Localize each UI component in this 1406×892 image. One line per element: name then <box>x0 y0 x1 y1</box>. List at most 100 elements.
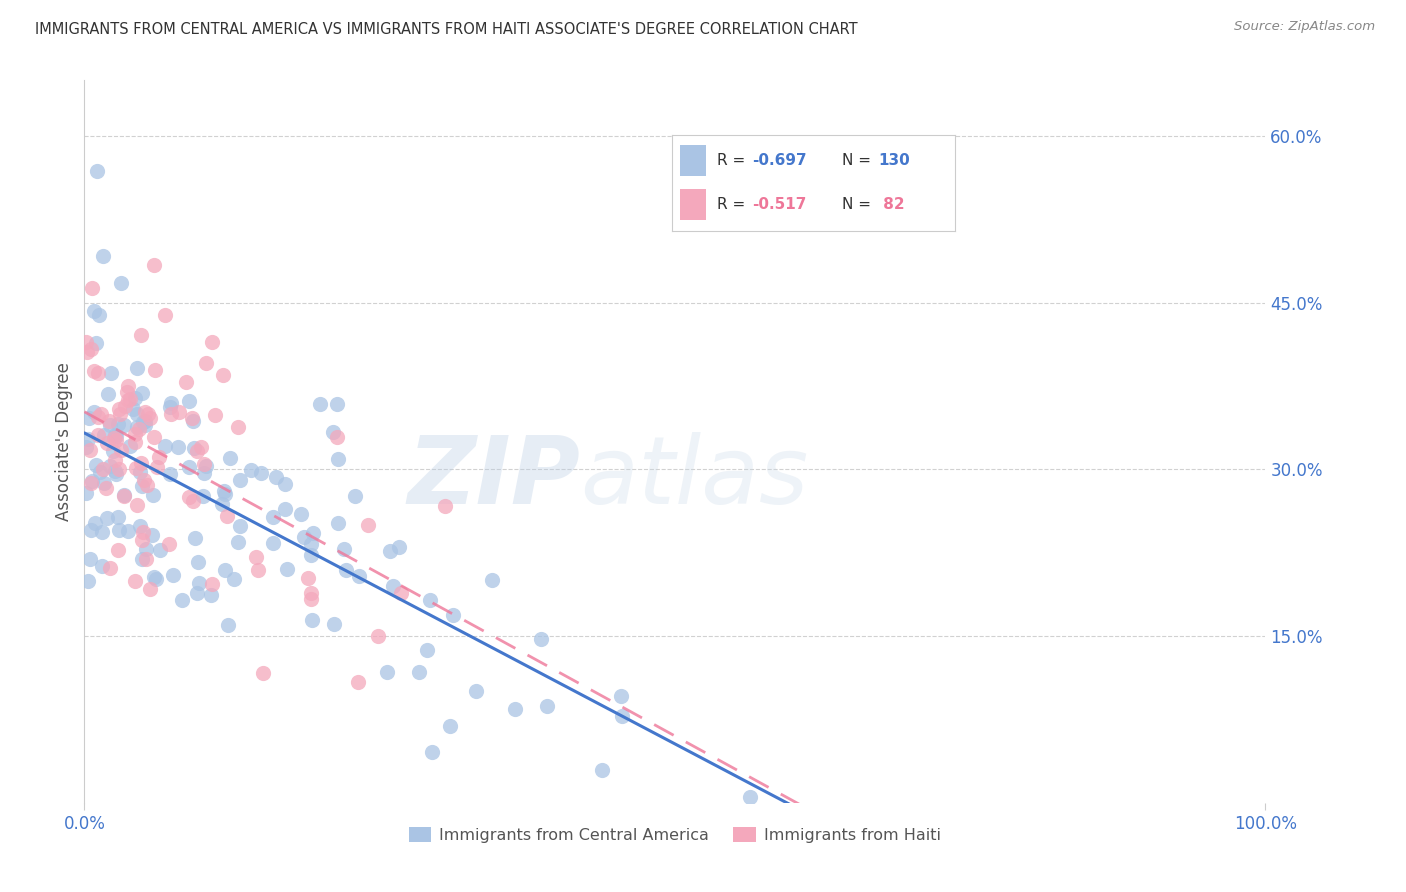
Point <box>301 585 323 599</box>
Point <box>80 476 103 491</box>
Point <box>125 420 148 434</box>
Point <box>105 434 128 448</box>
Point <box>228 473 250 487</box>
Point <box>169 405 191 419</box>
Point <box>108 462 131 476</box>
Point <box>129 327 152 342</box>
Point <box>591 763 613 777</box>
Point <box>143 258 166 272</box>
Point <box>218 451 240 466</box>
Point <box>83 303 105 318</box>
Point <box>262 535 284 549</box>
Point <box>536 699 558 714</box>
Point <box>276 561 298 575</box>
Point <box>104 453 127 467</box>
Point <box>104 428 127 442</box>
Point <box>153 308 176 322</box>
Point <box>200 588 222 602</box>
Point <box>100 367 122 381</box>
Point <box>139 582 162 596</box>
Point <box>217 618 239 632</box>
Point <box>356 517 378 532</box>
Point <box>378 544 401 558</box>
Point <box>292 531 315 545</box>
Legend: Immigrants from Central America, Immigrants from Haiti: Immigrants from Central America, Immigra… <box>402 820 948 849</box>
Text: -0.697: -0.697 <box>752 153 807 168</box>
Point <box>302 525 325 540</box>
Point <box>187 576 209 591</box>
Point <box>183 414 205 428</box>
Text: ZIP: ZIP <box>408 432 581 524</box>
Point <box>118 392 141 406</box>
Point <box>204 409 226 423</box>
Point <box>98 561 121 575</box>
Point <box>326 430 349 444</box>
Point <box>250 466 273 480</box>
Point <box>75 335 97 350</box>
Point <box>375 665 398 680</box>
Point <box>181 494 204 508</box>
Text: -0.517: -0.517 <box>752 197 807 212</box>
Point <box>112 417 135 432</box>
Point <box>416 643 439 657</box>
Point <box>612 709 634 723</box>
Bar <box>681 145 706 176</box>
Point <box>93 476 115 491</box>
Point <box>146 459 169 474</box>
Point <box>80 474 103 488</box>
Text: N =: N = <box>842 153 876 168</box>
Point <box>333 541 356 556</box>
Point <box>89 466 111 480</box>
Point <box>214 487 236 501</box>
Point <box>112 489 135 503</box>
Point <box>91 461 114 475</box>
Point <box>131 552 153 566</box>
Point <box>77 411 100 425</box>
Point <box>186 586 208 600</box>
Point <box>309 397 332 411</box>
Point <box>105 467 128 482</box>
Point <box>228 535 250 549</box>
Point <box>224 572 246 586</box>
Point <box>80 524 103 538</box>
Point <box>190 441 212 455</box>
Point <box>211 497 233 511</box>
Point <box>274 476 297 491</box>
Text: R =: R = <box>717 153 749 168</box>
Point <box>129 518 152 533</box>
Point <box>245 549 267 564</box>
Point <box>107 510 129 524</box>
Point <box>83 405 105 419</box>
Point <box>174 375 197 389</box>
Text: IMMIGRANTS FROM CENTRAL AMERICA VS IMMIGRANTS FROM HAITI ASSOCIATE'S DEGREE CORR: IMMIGRANTS FROM CENTRAL AMERICA VS IMMIG… <box>35 22 858 37</box>
Point <box>110 276 132 290</box>
Point <box>107 542 129 557</box>
Point <box>84 458 107 472</box>
Point <box>108 407 131 421</box>
Point <box>382 579 405 593</box>
Point <box>274 502 297 516</box>
Point <box>124 391 146 405</box>
Point <box>193 489 215 503</box>
Point <box>132 473 155 487</box>
Point <box>91 559 114 574</box>
Point <box>441 608 464 623</box>
Point <box>131 533 153 548</box>
Point <box>117 379 139 393</box>
Point <box>297 571 319 585</box>
Point <box>79 442 101 457</box>
Point <box>132 524 155 539</box>
Point <box>326 516 349 531</box>
Point <box>75 441 97 455</box>
Point <box>77 432 100 446</box>
Point <box>134 417 156 432</box>
Point <box>159 400 181 414</box>
Point <box>229 518 252 533</box>
Point <box>139 411 162 425</box>
Point <box>201 335 224 350</box>
Point <box>226 420 249 434</box>
Point <box>136 407 159 421</box>
Point <box>160 396 183 410</box>
Point <box>122 402 145 417</box>
Point <box>125 499 148 513</box>
